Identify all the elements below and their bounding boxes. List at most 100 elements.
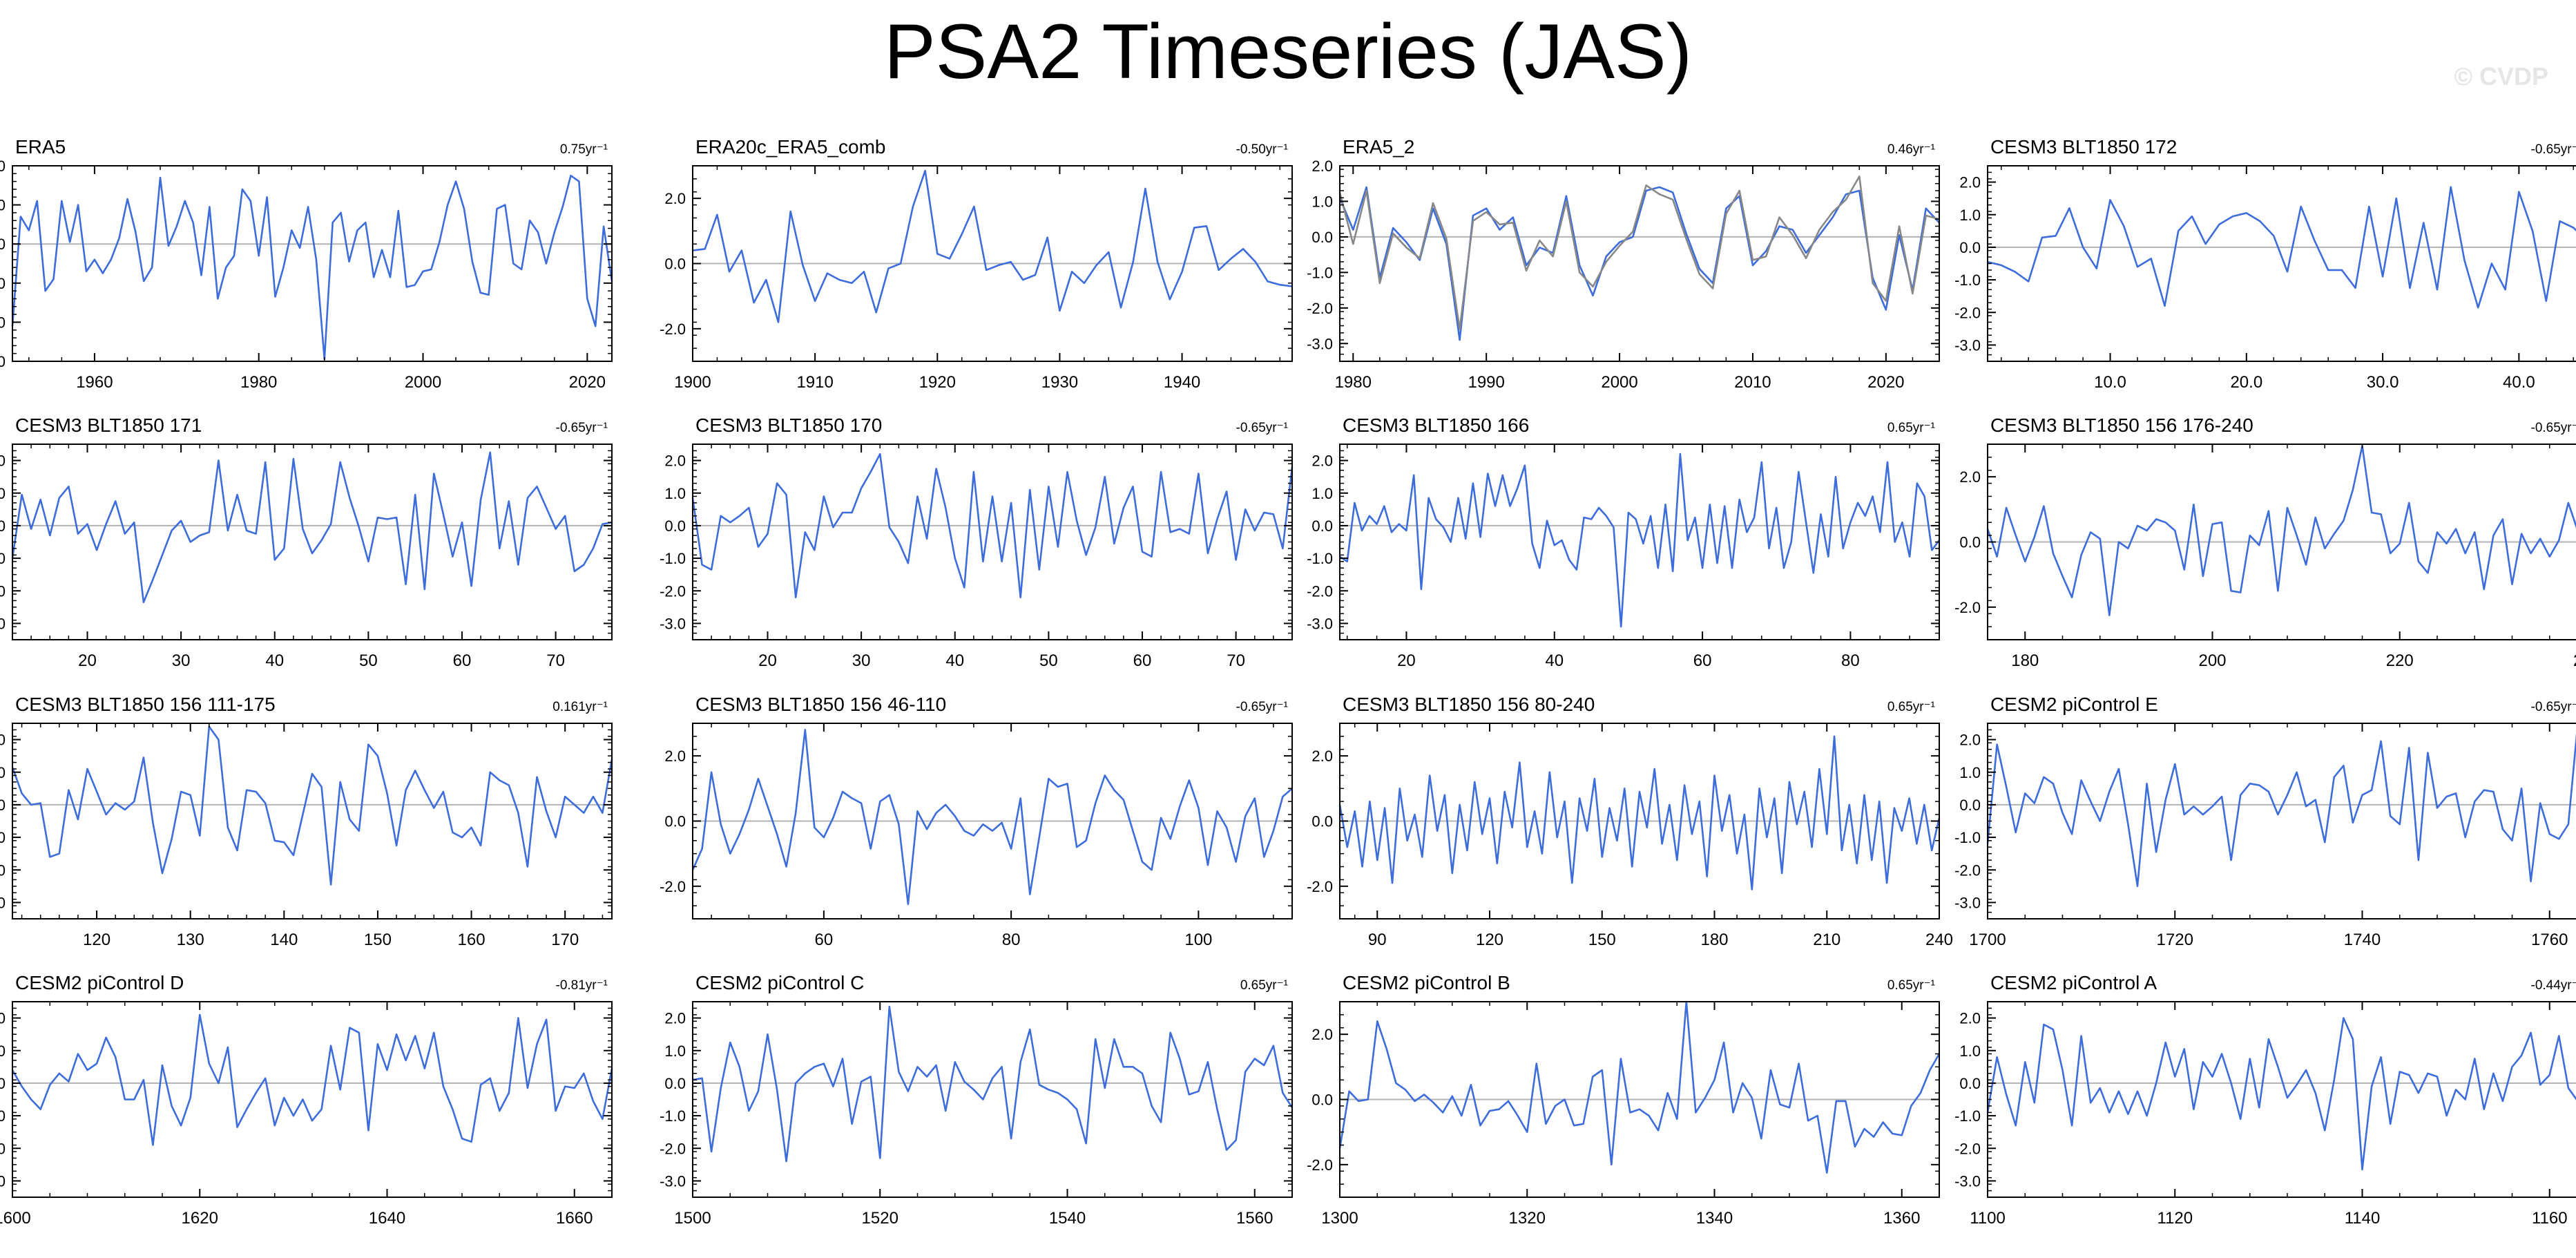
x-tick-label: 20 — [1397, 651, 1416, 670]
chart-panel: CESM3 BLT1850 166 0.65yr⁻¹ -3.0 -2.0 -1.0 0.0… — [1307, 414, 1941, 670]
chart-title: CESM3 BLT1850 166 — [1343, 414, 1529, 436]
chart-panel: CESM2 piControl C 0.65yr⁻¹ -3.0 -2.0 -1.0 0.0… — [660, 972, 1294, 1228]
series-line — [692, 1005, 1294, 1163]
chart-title: CESM2 piControl C — [695, 972, 864, 993]
x-tick-label: 60 — [453, 651, 472, 670]
series-line — [692, 169, 1293, 323]
x-tick-label: 150 — [1588, 931, 1616, 949]
x-tick-label: 1980 — [240, 373, 277, 392]
y-tick-label: -3.0 — [660, 615, 686, 632]
chart-panel: CESM2 piControl E -0.65yr⁻¹ -3.0 -2.0 -1.0 0.… — [1954, 694, 2576, 949]
x-tick-label: 1160 — [2532, 1209, 2568, 1228]
y-tick-label: 0.0 — [0, 1075, 6, 1092]
x-tick-label: 1300 — [1321, 1209, 1358, 1228]
trend-label: -0.65yr⁻¹ — [2531, 700, 2576, 714]
series-line — [11, 725, 613, 886]
x-tick-label: 2000 — [405, 373, 441, 392]
x-tick-label: 70 — [546, 651, 565, 670]
series-line — [1986, 733, 2576, 888]
series-line — [1987, 186, 2576, 309]
y-tick-label: -2.0 — [1307, 878, 1333, 895]
x-tick-label: 1910 — [796, 373, 833, 392]
x-tick-label: 80 — [1841, 651, 1860, 670]
y-tick-label: -2.0 — [1954, 304, 1981, 321]
y-tick-label: -2.0 — [0, 582, 6, 600]
x-tick-label: 1640 — [369, 1209, 405, 1228]
plot-frame — [12, 723, 613, 919]
plot-frame — [692, 1001, 1293, 1198]
y-tick-label: -2.0 — [660, 878, 686, 895]
x-tick-label: 10.0 — [2094, 373, 2126, 392]
x-tick-label: 240 — [2573, 651, 2576, 670]
chart-title: CESM3 BLT1850 156 176-240 — [1990, 414, 2253, 436]
x-tick-label: 20.0 — [2230, 373, 2262, 392]
x-tick-label: 1960 — [76, 373, 113, 392]
series-line — [1338, 735, 1941, 890]
chart-panel: ERA5 0.75yr⁻¹ -3.0 -2.0 -1.0 0.0 1.0 2.0 1960 198… — [0, 136, 613, 392]
plot-frame — [12, 165, 613, 362]
y-tick-label: 1.0 — [1959, 764, 1981, 781]
y-tick-label: 0.0 — [0, 797, 6, 814]
x-tick-label: 1120 — [2157, 1209, 2193, 1228]
chart-title: CESM2 piControl B — [1343, 972, 1510, 993]
series-line-secondary — [1338, 175, 1940, 331]
trend-label: -0.65yr⁻¹ — [556, 421, 608, 435]
series-line — [691, 452, 1294, 599]
y-tick-label: -1.0 — [0, 550, 6, 567]
y-tick-label: 0.0 — [664, 1075, 686, 1092]
x-tick-label: 1990 — [1468, 373, 1504, 392]
y-tick-label: 1.0 — [0, 1042, 6, 1060]
y-tick-label: 2.0 — [1959, 732, 1981, 749]
y-tick-label: -2.0 — [1954, 1140, 1981, 1157]
y-tick-label: 2.0 — [1959, 468, 1981, 486]
y-tick-label: 0.0 — [664, 256, 686, 273]
x-tick-label: 1540 — [1049, 1209, 1086, 1228]
chart-panel: CESM3 BLT1850 156 46-110 -0.65yr⁻¹ -2.0 0.0… — [660, 694, 1293, 949]
x-tick-label: 220 — [2386, 651, 2414, 670]
x-tick-label: 50 — [1039, 651, 1058, 670]
chart-panel: CESM3 BLT1850 156 111-175 0.161yr⁻¹ -3.0 -2… — [0, 694, 613, 949]
x-tick-label: 1720 — [2157, 931, 2193, 949]
trend-label: 0.65yr⁻¹ — [1887, 421, 1935, 435]
trend-label: -0.81yr⁻¹ — [556, 978, 608, 993]
y-tick-label: 2.0 — [664, 452, 686, 470]
series-line — [11, 451, 613, 604]
y-tick-label: 0.0 — [1959, 1075, 1981, 1092]
trend-label: -0.65yr⁻¹ — [1236, 421, 1289, 435]
y-tick-label: -2.0 — [1954, 599, 1981, 616]
x-tick-label: 200 — [2198, 651, 2226, 670]
y-tick-label: -2.0 — [0, 861, 6, 879]
chart-panel: ERA5_2 0.46yr⁻¹ -3.0 -2.0 -1.0 0.0 1.0 2.0 1980 1… — [1307, 136, 1940, 392]
series-line — [1338, 1000, 1941, 1174]
plot-frame — [1339, 165, 1940, 362]
trend-label: 0.46yr⁻¹ — [1887, 142, 1935, 157]
y-tick-label: 2.0 — [1311, 747, 1333, 765]
y-tick-label: 0.0 — [1959, 797, 1981, 814]
y-tick-label: -3.0 — [1954, 336, 1981, 354]
y-tick-label: -2.0 — [660, 1140, 686, 1157]
x-tick-label: 240 — [1925, 931, 1953, 949]
chart-title: ERA5_2 — [1343, 136, 1414, 158]
x-tick-label: 40 — [265, 651, 284, 670]
y-tick-label: -3.0 — [1954, 1172, 1981, 1190]
y-tick-label: 2.0 — [664, 190, 686, 207]
x-tick-label: 1140 — [2345, 1209, 2381, 1228]
chart-panel: CESM3 BLT1850 170 -0.65yr⁻¹ -3.0 -2.0 -1.0 0.… — [660, 414, 1294, 670]
chart-title: CESM2 piControl E — [1990, 694, 2158, 715]
trend-label: -0.65yr⁻¹ — [2531, 421, 2576, 435]
y-tick-label: 1.0 — [0, 485, 6, 502]
y-tick-label: 0.0 — [1311, 1092, 1333, 1109]
x-tick-label: 40 — [1545, 651, 1564, 670]
y-tick-label: -3.0 — [1307, 615, 1333, 632]
y-tick-label: -2.0 — [1954, 861, 1981, 879]
y-tick-label: -1.0 — [660, 1107, 686, 1125]
x-tick-label: 140 — [270, 931, 298, 949]
y-tick-label: 2.0 — [1959, 174, 1981, 191]
x-tick-label: 2020 — [1867, 373, 1904, 392]
y-tick-label: 0.0 — [1311, 229, 1333, 246]
page-title: PSA2 Timeseries (JAS) — [883, 8, 1693, 95]
chart-title: CESM3 BLT1850 156 46-110 — [695, 694, 946, 715]
plot-frame — [1987, 723, 2576, 919]
y-tick-label: 2.0 — [664, 747, 686, 765]
